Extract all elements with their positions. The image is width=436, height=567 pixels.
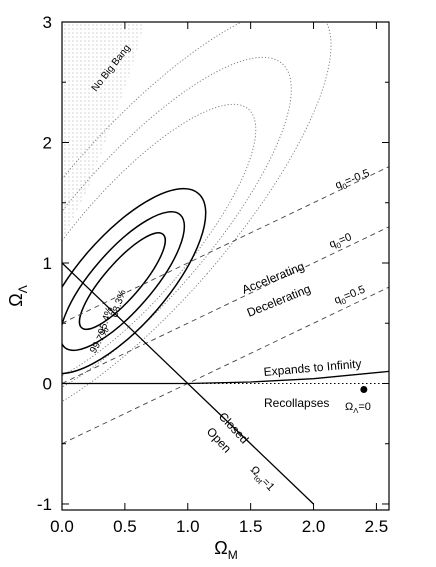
x-axis-label-main: Ω (214, 538, 227, 558)
x-axis-label-sub: M (228, 548, 238, 562)
x-tick-label-3: 1.5 (239, 517, 263, 536)
q0-plus-label: q0=0.5 (333, 284, 368, 309)
confidence-contour-68 (78, 232, 167, 331)
y-tick-label-1: 0 (43, 374, 52, 393)
x-tick-label-4: 2.0 (302, 517, 326, 536)
q0-minus-label-base: q (334, 178, 344, 191)
label-layer: No Big BangAcceleratingDeceleratingExpan… (88, 43, 372, 495)
q0-zero-label: q0=0 (328, 231, 355, 253)
series-line-1 (62, 166, 389, 324)
q0-minus-label-sub: 0 (341, 181, 348, 191)
no-big-bang-region (62, 22, 144, 242)
recollapses-label: Recollapses (264, 396, 329, 410)
plot-frame (61, 21, 390, 511)
x-tick-label-1: 0.5 (113, 517, 137, 536)
q0-zero-label-rest: =0 (337, 231, 353, 247)
x-axis-label: ΩM (214, 538, 237, 562)
omega-lambda-zero-marker (360, 386, 368, 394)
q0-plus-label-sub: 0 (340, 296, 347, 306)
q0-minus-label-rest: =-0.5 (343, 167, 371, 188)
dotted-contour-3 (62, 22, 332, 429)
q0-minus-label: q0=-0.5 (334, 167, 372, 193)
q0-plus-label-rest: =0.5 (342, 284, 367, 303)
q0-plus-label-base: q (333, 293, 343, 306)
omega-lambda-zero-label: ΩΛ=0 (345, 401, 371, 415)
y-axis-label: ΩΛ (6, 285, 30, 306)
y-axis-label-sub: Λ (16, 285, 30, 293)
series-line-5 (62, 370, 389, 385)
dotted-contour-2 (62, 56, 292, 406)
y-tick-label-4: 3 (43, 13, 52, 32)
y-tick-label-3: 2 (43, 133, 52, 152)
contour-label-99: 99.7% (88, 325, 112, 355)
confidence-contour-95 (62, 211, 186, 352)
omega-tot-label: Ωtot=1 (246, 464, 276, 495)
omega-lambda-zero-label-sub: Λ (353, 406, 359, 415)
omega-lambda-zero-label-rest: =0 (358, 401, 371, 413)
q0-zero-label-sub: 0 (335, 240, 342, 250)
omega-lambda-zero-label-base: Ω (345, 401, 353, 413)
q0-zero-label-base: q (328, 237, 338, 250)
y-tick-label-2: 1 (43, 254, 52, 273)
x-tick-label-0: 0.0 (50, 517, 74, 536)
x-tick-label-5: 2.5 (365, 517, 389, 536)
confidence-contour-99 (62, 187, 207, 375)
series-line-2 (62, 226, 389, 384)
plot-layer (62, 22, 389, 505)
dotted-contour-1 (62, 103, 257, 387)
x-tick-label-2: 1.0 (176, 517, 200, 536)
y-tick-label-0: -1 (37, 495, 52, 514)
series-line-3 (62, 286, 389, 445)
y-axis-label-main: Ω (6, 293, 26, 306)
